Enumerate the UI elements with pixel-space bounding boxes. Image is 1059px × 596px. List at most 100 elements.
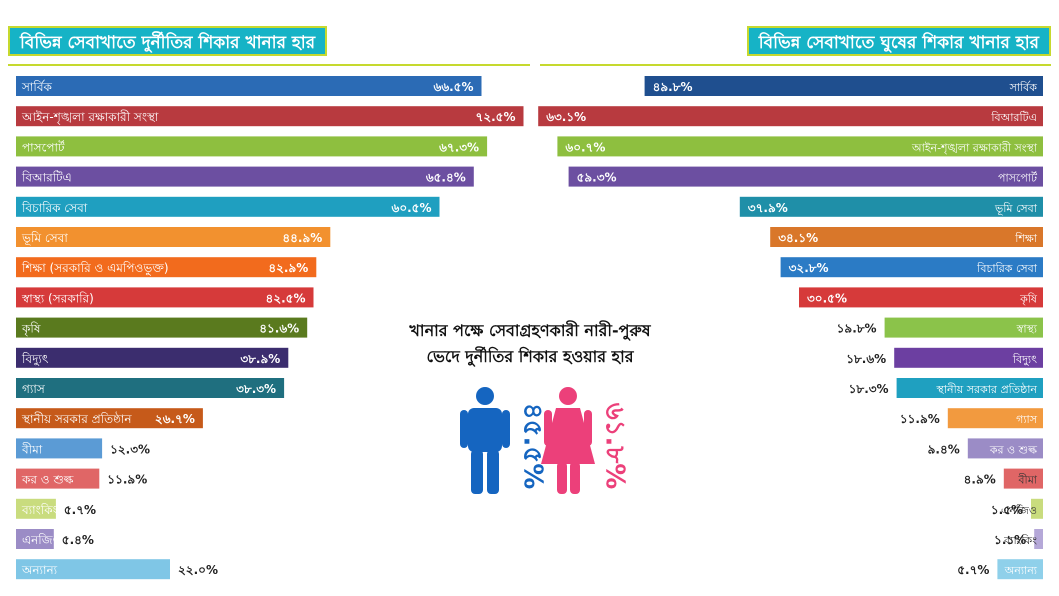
right-title-rule (540, 64, 1051, 66)
male-rate-label: ৪৫.৫% (509, 403, 553, 490)
left-bar-category: বিআরটিএ (21, 171, 72, 185)
left-bar (16, 559, 170, 580)
right-bar (780, 257, 1043, 278)
left-bar (16, 196, 440, 217)
male-figure-icon (460, 387, 510, 494)
right-bar-value-label: ৪.৯% (964, 473, 996, 487)
right-bar-value-label: ১.১% (994, 533, 1026, 547)
right-bar (894, 347, 1043, 368)
right-bar (1003, 468, 1043, 489)
right-bar-value-label: ৬৩.১% (546, 110, 586, 124)
right-bar (568, 166, 1043, 187)
right-bar-category: অন্যান্য (1004, 564, 1038, 577)
left-bar-category: বিচারিক সেবা (21, 201, 88, 215)
left-bar (16, 498, 56, 519)
right-bar (884, 317, 1043, 338)
left-bar (16, 287, 314, 308)
left-bar (16, 378, 285, 398)
female-rate-label: ৬১.৮% (591, 403, 635, 490)
right-bar-value-label: ৩২.৮% (789, 261, 829, 275)
left-bar-value-label: ৩৮.৯% (240, 352, 280, 366)
right-bar-category: এনজিও (1001, 504, 1037, 517)
left-bar-value-label: ১২.৩% (110, 442, 150, 456)
left-bar-value-label: ৬৫.৪% (426, 171, 466, 185)
male-rate-value: ৪৫.৫% (517, 402, 548, 490)
right-bar (896, 378, 1043, 398)
female-rate-value: ৬১.৮% (599, 402, 630, 490)
left-bar-category: পাসপোর্ট (22, 140, 65, 154)
left-bar-category: এনজিও (22, 533, 61, 547)
left-bar (16, 136, 488, 157)
left-bar-value-label: ৪২.৫% (266, 291, 306, 305)
right-bar-category: কর ও শুল্ক (989, 443, 1038, 456)
left-chart-title: বিভিন্ন সেবাখাতে দুর্নীতির শিকার খানার হ… (8, 26, 328, 56)
center-title-line1: খানার পক্ষে সেবাগ্রহণকারী নারী-পুরুষ (409, 321, 651, 340)
left-bar-value-label: ৪৪.৯% (282, 231, 322, 245)
right-bar-category: পাসপোর্ট (998, 172, 1038, 185)
right-bar-value-label: ১.৫% (991, 503, 1023, 517)
right-bar (1034, 529, 1043, 549)
left-bar-category: গ্যাস (22, 382, 46, 396)
left-bar-value-label: ১১.৯% (107, 473, 147, 487)
right-bar-category: বিদ্যুৎ (1012, 353, 1037, 366)
left-bar-category: ব্যাংকিং (21, 503, 58, 517)
right-bar (538, 106, 1043, 127)
right-bar (557, 136, 1043, 157)
left-bar-category: স্থানীয় সরকার প্রতিষ্ঠান (21, 412, 132, 426)
right-bar-category: বিআরটিএ (990, 111, 1037, 124)
right-bar-category: সার্বিক (1009, 81, 1038, 94)
right-bar (1031, 498, 1043, 519)
right-bar (967, 438, 1043, 459)
left-bar-category: স্বাস্থ্য (সরকারি) (21, 291, 94, 305)
left-bar-category: বিদ্যুৎ (21, 352, 48, 367)
left-bar-category: কৃষি (21, 322, 41, 337)
right-bar-category: শিক্ষা (1014, 232, 1038, 245)
left-bar (16, 317, 308, 338)
right-bar (770, 227, 1043, 247)
right-bar-category: স্বাস্থ্য (1016, 323, 1038, 336)
left-bar-value-label: ৬০.৫% (392, 201, 432, 215)
left-bar-value-label: ৩৮.৩% (236, 382, 276, 396)
right-bar-value-label: ৯.৪% (928, 442, 960, 456)
right-bar-value-label: ৩৭.৯% (748, 201, 788, 215)
right-bar-category: গ্যাস (1016, 413, 1038, 426)
right-chart-title: বিভিন্ন সেবাখাতে ঘুষের শিকার খানার হার (746, 26, 1051, 56)
right-bar-category: কৃষি (1019, 292, 1038, 305)
left-title-rule (8, 64, 530, 66)
left-bar-value-label: ৬৬.৫% (434, 80, 474, 94)
left-bar (16, 257, 317, 278)
right-bar-value-label: ৫.৭% (957, 563, 989, 577)
right-bar-value-label: ১৯.৮% (837, 322, 877, 336)
left-bar-category: বীমা (21, 442, 43, 456)
right-bar (997, 559, 1043, 580)
right-bar (947, 408, 1043, 429)
right-bar-value-label: ১৮.৩% (849, 382, 889, 396)
right-bar-value-label: ৬০.৭% (565, 140, 605, 154)
gender-figures (460, 387, 595, 494)
left-bar-category: কর ও শুল্ক (21, 473, 74, 487)
left-bar (16, 408, 203, 429)
left-bar-category: ভূমি সেবা (21, 231, 68, 246)
left-bar-category: সার্বিক (21, 80, 53, 94)
right-bar-category: ব্যাংকিং (1003, 534, 1037, 547)
left-bar-value-label: ৬৭.৩% (439, 140, 479, 154)
left-bar (16, 227, 331, 247)
left-bar (16, 76, 482, 96)
left-bar-value-label: ২৬.৭% (155, 412, 195, 426)
right-bar-value-label: ৩০.৫% (807, 291, 847, 305)
left-bar-value-label: ৪১.৬% (259, 322, 299, 336)
left-bar-category: আইন-শৃঙ্খলা রক্ষাকারী সংস্থা (21, 110, 159, 125)
center-title-line2: ভেদে দুর্নীতির শিকার হওয়ার হার (426, 347, 634, 366)
right-bar-value-label: ১১.৯% (900, 412, 940, 426)
left-bar (16, 166, 474, 187)
right-bar-value-label: ৪৯.৮% (653, 80, 693, 94)
left-bar-category: অন্যান্য (21, 563, 58, 577)
right-bar (644, 76, 1043, 96)
right-bar-value-label: ৩৪.১% (778, 231, 818, 245)
right-bar-category: বিচারিক সেবা (976, 262, 1038, 275)
left-bar-category: শিক্ষা (সরকারি ও এমপিওভুক্ত) (21, 261, 169, 276)
right-bar-category: স্থানীয় সরকার প্রতিষ্ঠান (936, 383, 1038, 396)
left-bar-value-label: ৫.৭% (64, 503, 96, 517)
right-bar-value-label: ১৮.৬% (846, 352, 886, 366)
